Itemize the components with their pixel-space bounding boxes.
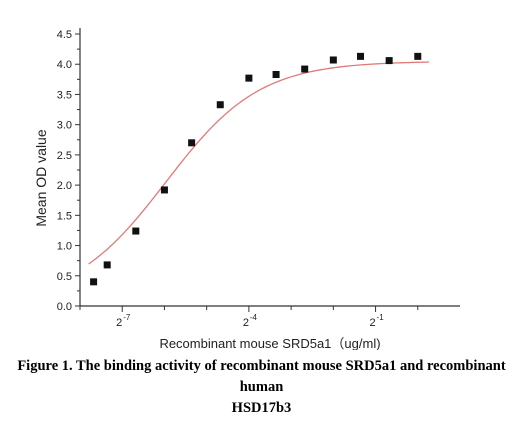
x-tick-label: 2 (369, 317, 375, 329)
y-tick-label: 1.5 (57, 210, 72, 222)
x-tick-label: 2 (116, 317, 122, 329)
data-point (301, 65, 309, 73)
y-tick-label: 2.0 (57, 180, 72, 192)
data-point (216, 101, 224, 109)
data-point (188, 139, 196, 147)
y-tick-label: 1.0 (57, 241, 72, 253)
x-axis-label: Recombinant mouse SRD5a1（ug/ml) (159, 336, 380, 350)
x-tick-label: 2 (243, 317, 249, 329)
y-tick-label: 0.5 (57, 271, 72, 283)
y-tick-label: 4.5 (57, 29, 72, 41)
x-tick-label-exponent: -7 (123, 313, 131, 322)
data-point (272, 70, 280, 78)
chart: 0.00.51.01.52.02.53.03.54.04.52 -7 2 -4 2 -1 … (33, 28, 460, 350)
data-point (245, 74, 253, 82)
caption-line-1: Figure 1. The binding activity of recomb… (17, 358, 506, 395)
y-tick-label: 4.0 (57, 59, 72, 71)
data-points-layer (90, 52, 422, 286)
fit-curve-layer (88, 61, 429, 265)
data-point (414, 52, 422, 60)
x-tick-label-exponent: -4 (250, 313, 258, 322)
data-point (132, 227, 140, 235)
fit-curve (88, 61, 429, 265)
data-point (329, 56, 337, 64)
caption-line-2: HSD17b3 (231, 400, 292, 416)
data-point (160, 186, 168, 194)
figure-caption: Figure 1. The binding activity of recomb… (0, 356, 523, 419)
axes-layer: 0.00.51.01.52.02.53.03.54.04.52 -7 2 -4 2 -1 (57, 28, 460, 329)
x-tick-label-exponent: -1 (377, 313, 385, 322)
data-point (385, 57, 393, 65)
data-point (103, 261, 111, 269)
data-point (357, 52, 365, 60)
y-tick-label: 0.0 (57, 301, 72, 313)
y-axis-label: Mean OD value (33, 129, 49, 226)
y-tick-label: 3.5 (57, 89, 72, 101)
y-tick-label: 3.0 (57, 120, 72, 132)
data-point (90, 278, 98, 286)
y-tick-label: 2.5 (57, 150, 72, 162)
